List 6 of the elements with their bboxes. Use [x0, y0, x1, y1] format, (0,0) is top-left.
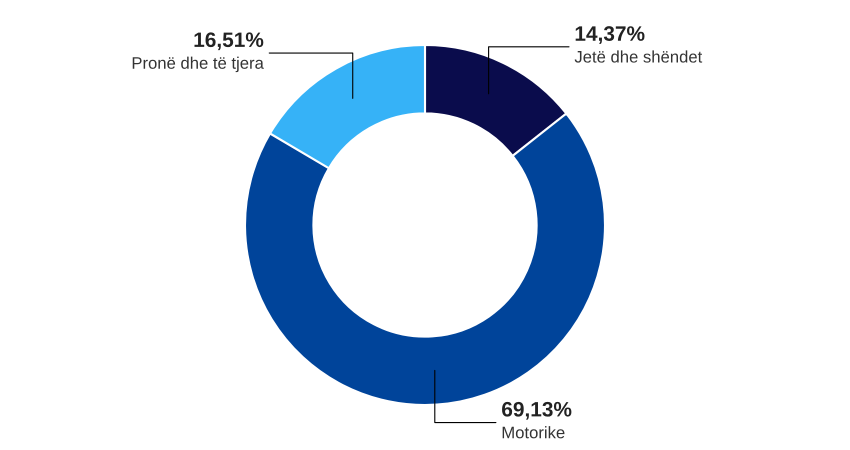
- data-label: 14,37%: [576, 26, 644, 44]
- data-label: 16,51%: [194, 32, 264, 50]
- data-label: 69,13%: [502, 402, 572, 420]
- slice-label: Jetë dhe shëndet: [574, 50, 702, 63]
- slice-label: Motorike: [502, 426, 564, 438]
- slice-label: Pronë dhe të tjera: [132, 56, 264, 72]
